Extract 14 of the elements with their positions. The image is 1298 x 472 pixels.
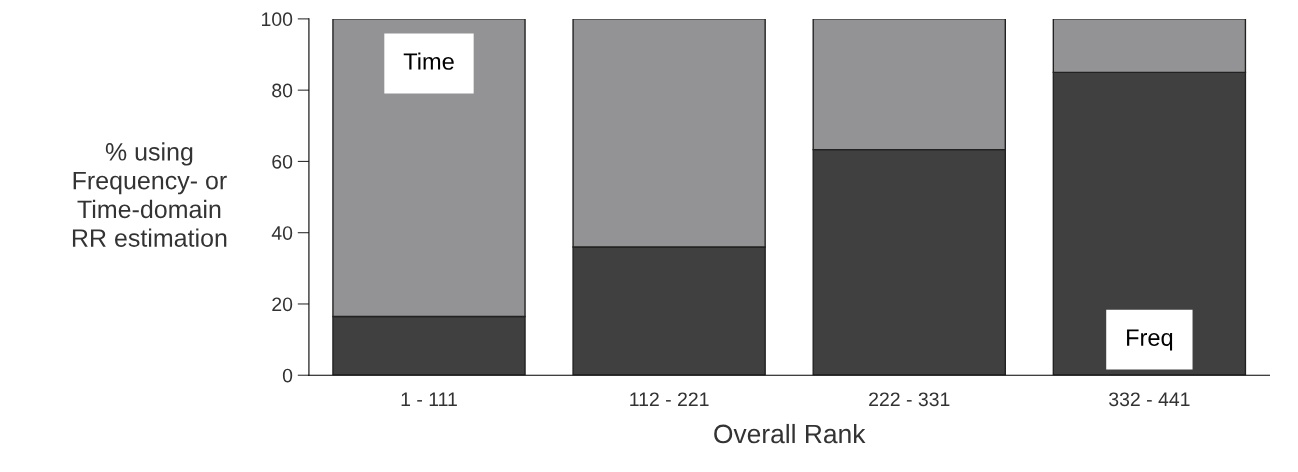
x-tick-label: 1 - 111 [401,392,457,406]
x-tick-label: 222 - 331 [869,392,950,407]
series-label: Freq [1127,329,1173,351]
y-axis-title: % using Frequency- or Time-domain RR estimation [72,142,227,247]
x-tick-label: 112 - 221 [630,392,709,406]
y-tick-label: 80 [272,83,293,98]
series-label: Time [403,52,454,70]
y-tick-label: 20 [272,297,293,312]
y-tick-label: 100 [262,12,293,27]
y-tick-label: 0 [282,368,293,383]
x-tick-label: 332 - 441 [1109,392,1190,407]
y-tick-label: 40 [271,226,293,240]
x-axis-title: Overall Rank [714,423,866,444]
y-tick-label: 60 [272,154,293,169]
